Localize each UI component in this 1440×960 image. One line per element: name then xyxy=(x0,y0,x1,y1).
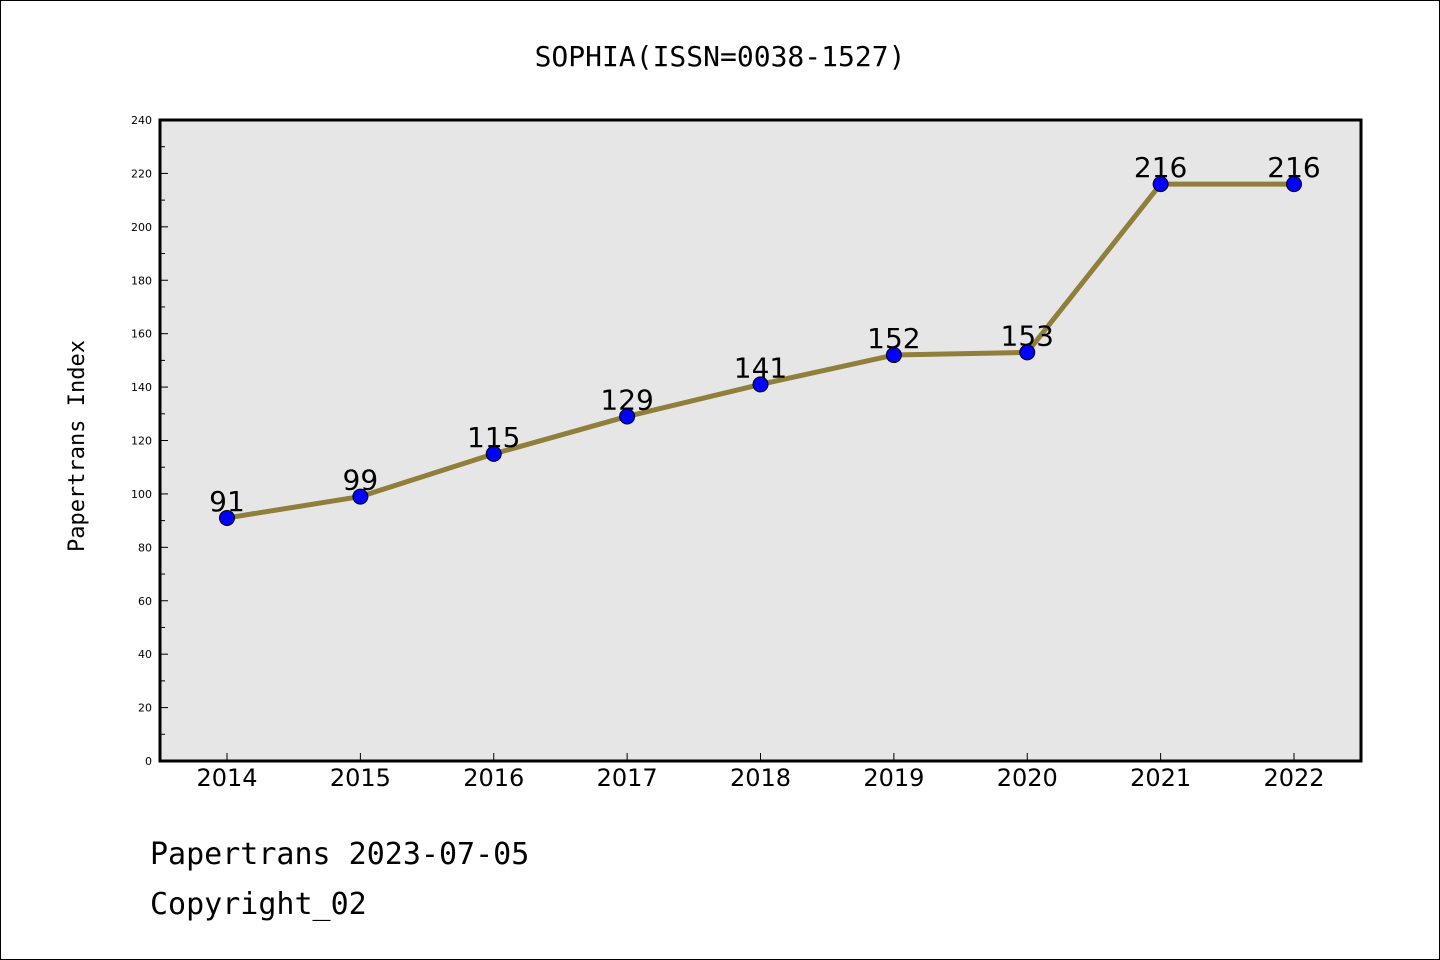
x-tick-label: 2020 xyxy=(997,764,1058,792)
y-tick-label: 60 xyxy=(138,595,152,608)
data-point-marker xyxy=(1152,176,1169,193)
y-tick-label: 240 xyxy=(131,114,152,127)
y-tick-label: 120 xyxy=(131,435,152,448)
footer-date-text: Papertrans 2023-07-05 xyxy=(150,837,529,872)
data-label: 91 xyxy=(209,485,245,518)
data-point-marker xyxy=(219,509,235,526)
y-tick-label: 200 xyxy=(131,221,152,234)
y-tick-label: 100 xyxy=(131,488,152,501)
data-point-marker xyxy=(352,488,369,505)
y-tick-label: 160 xyxy=(131,328,152,341)
chart-title: SOPHIA(ISSN=0038-1527) xyxy=(535,40,906,73)
data-point-marker xyxy=(885,347,902,364)
data-point-marker xyxy=(1019,344,1036,361)
data-label: 153 xyxy=(1001,319,1054,352)
y-tick-label: 220 xyxy=(131,167,152,180)
y-tick-label: 20 xyxy=(138,702,152,715)
data-label: 115 xyxy=(467,421,520,454)
x-tick-label: 2014 xyxy=(196,764,257,792)
y-tick-label: 140 xyxy=(131,381,152,394)
footer-copyright-text: Copyright_02 xyxy=(150,887,367,922)
x-tick-label: 2015 xyxy=(330,764,391,792)
x-tick-label: 2022 xyxy=(1263,764,1324,792)
data-label: 152 xyxy=(867,322,920,355)
y-axis-label: Papertrans Index xyxy=(65,340,90,552)
data-point-marker xyxy=(752,376,769,393)
y-tick-label: 180 xyxy=(131,274,152,287)
y-tick-label: 40 xyxy=(138,648,152,661)
x-axis-ticks: 2014 2015 2016 2017 2018 2019 2020 2021 2022 xyxy=(196,753,1325,792)
x-tick-label: 2019 xyxy=(863,764,924,792)
series-layer: 91 99 115 129 141 152 153 216 216 xyxy=(209,151,1321,526)
y-axis-ticks: 0 20 40 60 80 100 120 140 160 180 200 220 240 xyxy=(131,114,168,768)
y-tick-label: 0 xyxy=(145,755,152,768)
data-label: 216 xyxy=(1267,151,1320,184)
data-label: 129 xyxy=(600,383,653,416)
data-label: 99 xyxy=(343,464,379,497)
x-tick-label: 2016 xyxy=(463,764,524,792)
plot-border xyxy=(158,118,1363,763)
data-point-marker xyxy=(485,445,502,462)
data-label: 216 xyxy=(1134,151,1187,184)
x-tick-label: 2017 xyxy=(597,764,658,792)
x-tick-label: 2021 xyxy=(1130,764,1191,792)
data-point-marker xyxy=(619,408,636,425)
data-point-marker xyxy=(1286,176,1302,193)
data-label: 141 xyxy=(734,351,787,384)
x-tick-label: 2018 xyxy=(730,764,791,792)
plot-area xyxy=(160,120,1361,761)
y-tick-label: 80 xyxy=(138,541,152,554)
